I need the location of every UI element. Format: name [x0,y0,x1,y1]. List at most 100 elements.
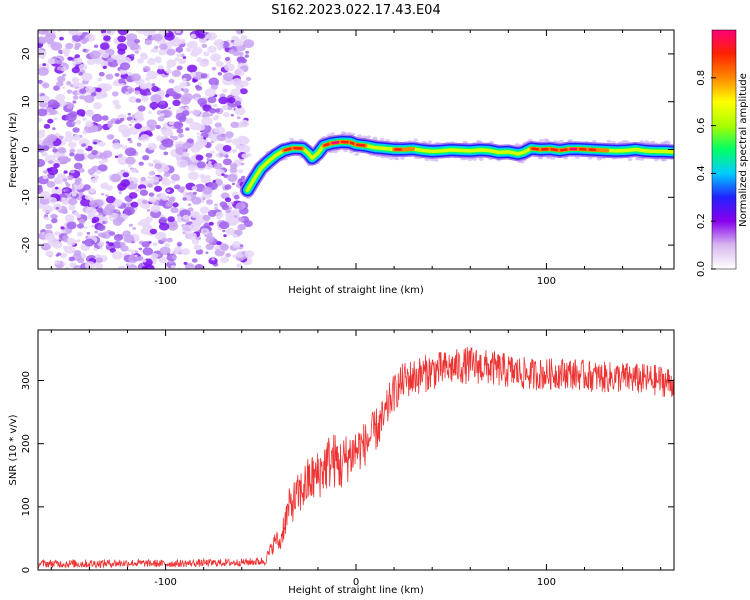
noise-blob [236,263,243,268]
noise-blob [66,221,77,230]
noise-blob [214,114,220,119]
noise-blob [222,145,232,152]
noise-blob [137,221,142,226]
noise-blob [195,154,204,161]
noise-blob [187,203,192,207]
noise-blob [161,127,173,137]
noise-blob [190,33,197,39]
noise-blob [205,251,209,254]
noise-blob [231,149,237,153]
noise-blob [139,189,149,196]
noise-blob [172,99,181,107]
noise-blob [147,176,152,180]
noise-blob [98,71,105,77]
noise-blob [68,111,78,118]
noise-blob [151,86,160,92]
spectrogram-xtick-label: 100 [537,276,556,287]
ridge-halo [433,158,439,162]
noise-blob [174,57,181,62]
noise-blob [222,151,227,155]
spectrogram-xtick-label: -100 [154,276,177,287]
noise-blob [92,216,100,223]
noise-blob [89,50,101,59]
ridge-halo [354,152,360,156]
noise-blob [170,173,181,182]
noise-blob [223,112,230,118]
noise-blob [59,252,68,259]
noise-blob [86,231,91,235]
noise-blob [216,241,222,246]
noise-blob [238,52,244,56]
noise-blob [209,113,214,117]
spectrogram-ytick-label: 10 [21,95,32,108]
noise-blob [116,209,120,213]
ridge-halo [558,139,564,143]
noise-blob [52,148,58,153]
noise-blob [211,66,217,71]
noise-blob [124,147,137,157]
noise-blob [140,176,147,182]
noise-blob [122,172,129,178]
noise-blob [123,234,135,243]
ridge-halo [537,156,543,160]
noise-blob [199,59,210,67]
noise-blob [214,204,219,208]
noise-blob [62,178,68,182]
noise-blob [119,242,126,247]
noise-blob [80,198,91,207]
noise-blob [83,129,87,133]
noise-blob [211,108,215,112]
noise-blob [89,200,100,208]
noise-blob [229,167,238,174]
noise-blob [191,196,202,205]
noise-blob [56,66,63,71]
noise-blob [166,48,176,56]
noise-blob [204,163,213,170]
noise-blob [232,241,241,248]
noise-blob [120,82,125,87]
noise-blob [120,245,129,252]
noise-blob [169,135,174,139]
colorbar-tick-label: 0.6 [696,118,707,134]
noise-blob [222,158,232,166]
noise-blob [61,197,66,201]
noise-blob [78,168,85,173]
ridge-core-peak [323,142,332,147]
noise-blob [119,62,131,71]
noise-blob [61,209,68,214]
noise-blob [131,73,141,81]
noise-blob [143,30,150,36]
ridge-halo [372,136,378,140]
noise-blob [65,188,69,192]
noise-blob [214,122,222,128]
noise-blob [222,72,235,82]
noise-blob [128,165,132,168]
noise-blob [227,174,238,182]
noise-blob [71,77,80,83]
noise-blob [84,85,95,94]
noise-blob [117,35,127,43]
noise-blob [68,204,76,211]
noise-blob [176,128,184,134]
snr-axes: -100 0 100 0 100 200 300 [21,330,674,588]
snr-panel: -100 0 100 0 100 200 300 Height of straight li… [8,329,675,596]
noise-blob [45,250,54,257]
noise-blob [185,106,190,110]
noise-blob [55,59,63,65]
noise-blob [140,83,148,90]
noise-blob [142,259,147,263]
noise-blob [149,101,159,110]
noise-blob [140,53,149,60]
ridge-halo [627,157,633,162]
noise-blob [204,88,216,97]
noise-blob [60,226,65,230]
noise-blob [134,50,139,54]
noise-blob [48,208,54,212]
noise-blob [38,108,48,117]
noise-blob [130,53,135,57]
noise-blob [241,175,246,180]
noise-blob [85,110,95,117]
noise-blob [234,106,246,116]
noise-blob [128,223,133,227]
